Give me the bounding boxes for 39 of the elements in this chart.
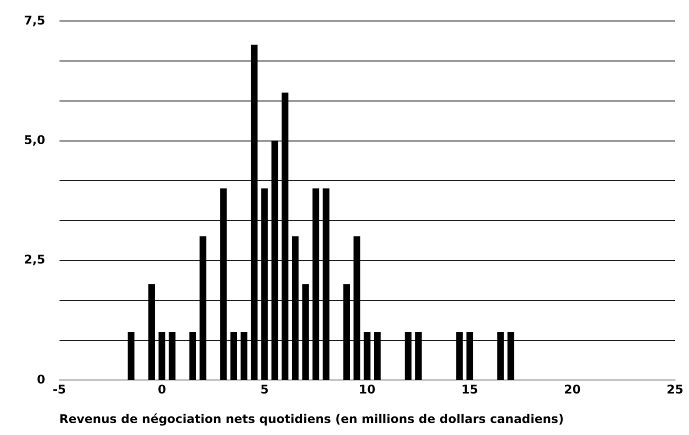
bar [292, 236, 299, 380]
bar [466, 332, 474, 380]
bar [507, 332, 514, 380]
bar [240, 332, 248, 380]
bar [364, 332, 370, 380]
bar [220, 188, 227, 380]
bar [168, 332, 176, 380]
bar [302, 284, 309, 380]
bar [230, 332, 238, 380]
bar [189, 332, 196, 380]
x-tick-label: 15 [461, 382, 478, 397]
bar [354, 236, 360, 380]
y-tick-label: 7,5 [24, 13, 46, 28]
x-tick-label: 25 [666, 382, 684, 397]
bar [497, 332, 504, 380]
bar [271, 140, 278, 380]
x-tick-label: 5 [260, 382, 269, 397]
y-tick-label: 0 [36, 372, 46, 386]
bar [322, 188, 330, 380]
bar [415, 332, 422, 380]
bar [261, 188, 268, 380]
y-tick-label: 2,5 [24, 252, 46, 267]
bar [282, 92, 288, 380]
x-tick-label: 20 [564, 382, 581, 397]
bar [343, 284, 350, 380]
bar [374, 332, 381, 380]
x-axis-title: Revenus de négociation nets quotidiens (en millions de dollars canadiens) [59, 412, 564, 426]
y-tick-label: 5,0 [24, 132, 46, 147]
bar [148, 284, 155, 380]
bar [456, 332, 463, 380]
bar [404, 332, 412, 380]
bar [200, 236, 206, 380]
bar [158, 332, 166, 380]
x-tick-label: -5 [52, 382, 66, 397]
bar [128, 332, 134, 380]
bar [312, 188, 320, 380]
x-tick-label: 10 [358, 382, 376, 397]
x-tick-label: 0 [158, 382, 166, 397]
bar [250, 44, 258, 380]
